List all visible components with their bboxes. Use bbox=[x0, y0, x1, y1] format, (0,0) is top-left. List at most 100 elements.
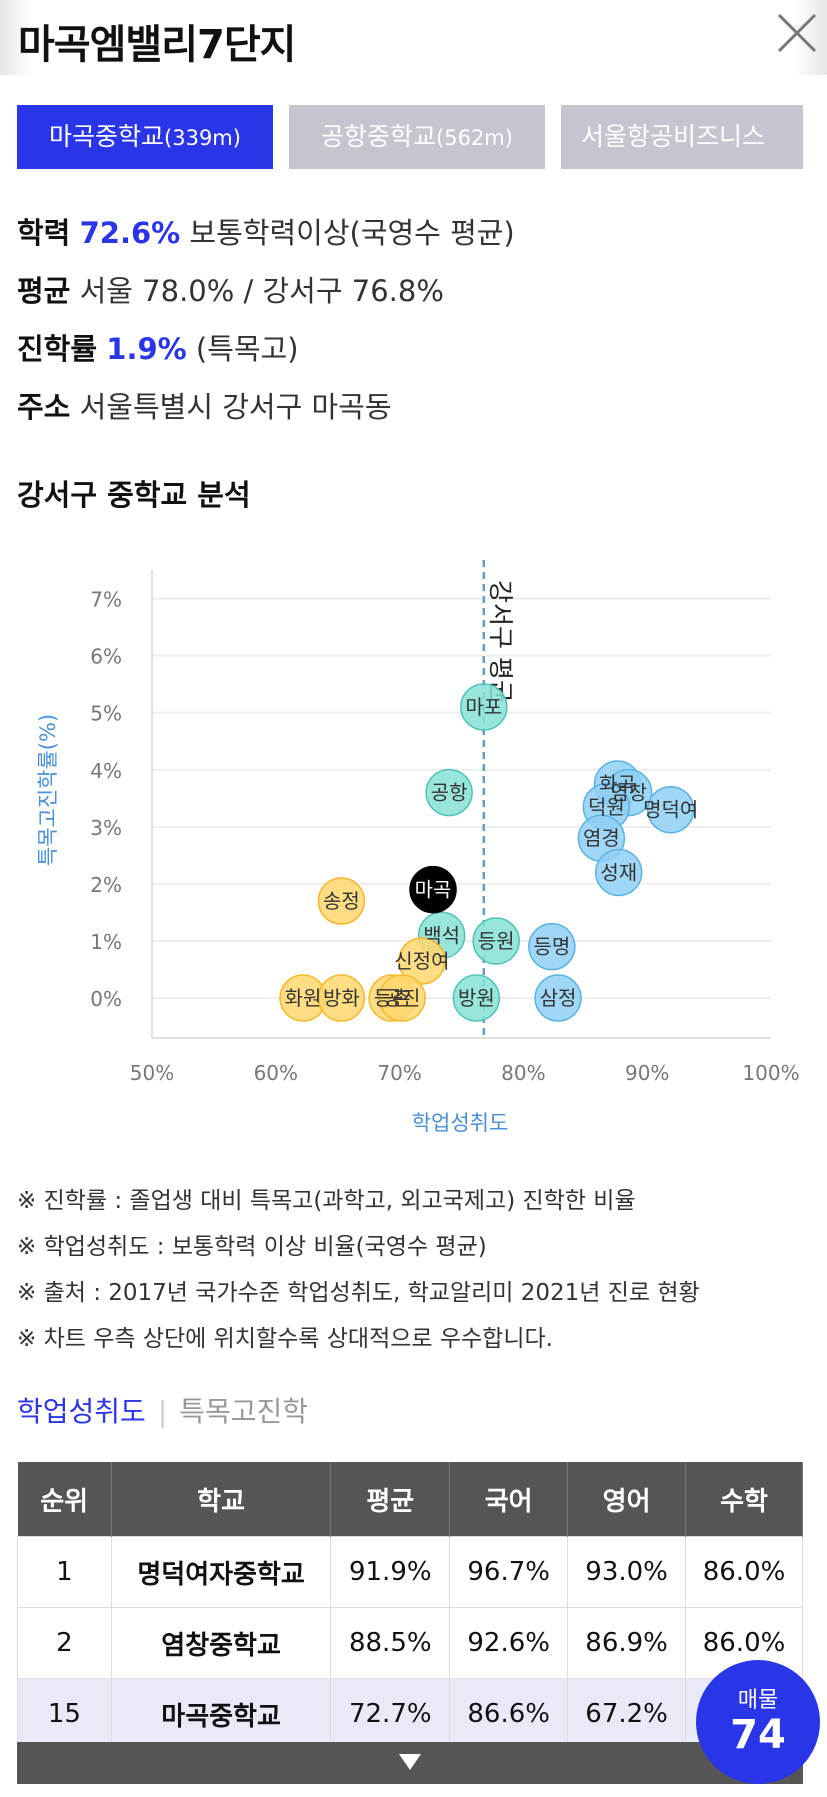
data-point bbox=[378, 974, 426, 1022]
data-point-label: 덕원 bbox=[588, 795, 625, 819]
tab-school-distance: (562m) bbox=[436, 126, 513, 150]
data-point bbox=[317, 974, 366, 1022]
subtabs: 학업성취도 | 특목고진학 bbox=[17, 1390, 308, 1430]
chevron-down-icon bbox=[399, 1754, 421, 1770]
expand-table-button[interactable] bbox=[17, 1742, 803, 1784]
data-point bbox=[534, 974, 582, 1022]
cell-avg: 88.5% bbox=[330, 1607, 451, 1679]
data-point-label: 화원 bbox=[285, 986, 322, 1010]
data-point-label: 마곡 bbox=[415, 878, 452, 902]
note-line: ※ 학업성취도 : 보통학력 이상 비율(국영수 평균) bbox=[17, 1234, 487, 1260]
cell-school: 염창중학교 bbox=[110, 1607, 332, 1679]
scatter-chart: 0% 1% 2% 3% 4% 5% 6% 7% 50% 60% 70% 80% 90% 100% 학업성취도… bbox=[36, 560, 800, 1135]
tab-school-2[interactable]: 서울항공비즈니스 bbox=[561, 105, 803, 169]
note-line: ※ 차트 우측 상단에 위치할수록 상대적으로 우수합니다. bbox=[17, 1326, 553, 1352]
address-label: 주소 bbox=[17, 390, 71, 424]
data-point bbox=[646, 785, 695, 834]
x-tick-label: 50% bbox=[130, 1061, 174, 1085]
cell-eng: 93.0% bbox=[567, 1536, 687, 1608]
data-point-label: 백석 bbox=[423, 923, 460, 947]
listings-fab-button[interactable]: 매물 74 bbox=[696, 1660, 820, 1784]
x-tick-label: 60% bbox=[254, 1061, 298, 1085]
cell-rank: 1 bbox=[17, 1536, 112, 1608]
header-avg: 평균 bbox=[330, 1462, 451, 1537]
x-tick-label: 90% bbox=[625, 1061, 669, 1085]
subtab-academic[interactable]: 학업성취도 bbox=[17, 1395, 146, 1428]
header-school: 학교 bbox=[111, 1462, 332, 1537]
tab-school-name: 공항중학교 bbox=[321, 122, 437, 151]
fab-label: 매물 bbox=[737, 1688, 779, 1713]
header-kor: 국어 bbox=[449, 1462, 569, 1537]
x-tick-label: 100% bbox=[742, 1061, 799, 1085]
cell-avg: 72.7% bbox=[330, 1678, 451, 1750]
average-info: 평균 서울 78.0% / 강서구 76.8% bbox=[17, 268, 444, 310]
data-point-label: 공진 bbox=[384, 986, 421, 1010]
academic-desc: 보통학력이상(국영수 평균) bbox=[189, 216, 515, 250]
data-point bbox=[425, 768, 473, 817]
tab-school-name: 서울항공비즈니스 bbox=[581, 122, 766, 151]
data-point bbox=[409, 865, 457, 914]
cell-school: 명덕여자중학교 bbox=[110, 1536, 332, 1608]
data-point bbox=[317, 877, 366, 925]
data-point-label: 방화 bbox=[323, 986, 360, 1010]
cell-avg: 91.9% bbox=[330, 1536, 451, 1608]
academic-value: 72.6% bbox=[79, 216, 181, 250]
advance-label: 진학률 bbox=[17, 332, 98, 366]
y-tick-label: 6% bbox=[90, 645, 122, 669]
data-point-label: 성재 bbox=[600, 860, 637, 884]
advance-desc: (특목고) bbox=[195, 332, 299, 366]
tab-school-0[interactable]: 마곡중학교(339m) bbox=[17, 105, 273, 169]
academic-info: 학력 72.6% 보통학력이상(국영수 평균) bbox=[17, 210, 515, 252]
average-value: 서울 78.0% / 강서구 76.8% bbox=[79, 274, 444, 308]
data-point-label: 화곡 bbox=[599, 772, 636, 796]
y-tick-label: 1% bbox=[90, 930, 122, 954]
tab-school-distance: (339m) bbox=[164, 126, 241, 150]
advance-value: 1.9% bbox=[106, 332, 187, 366]
data-point-label: 등원 bbox=[478, 929, 515, 953]
x-axis-title: 학업성취도 bbox=[412, 1111, 509, 1135]
table-header: 순위 학교 평균 국어 영어 수학 bbox=[17, 1462, 803, 1537]
page-title: 마곡엠밸리7단지 bbox=[18, 22, 296, 68]
close-icon[interactable] bbox=[776, 12, 818, 54]
y-axis-title: 특목고진학률(%) bbox=[36, 714, 60, 866]
table-row[interactable]: 2 염창중학교 88.5% 92.6% 86.9% 86.0% bbox=[17, 1607, 803, 1679]
data-point-label: 공항 bbox=[431, 781, 468, 805]
data-point-label: 명덕여 bbox=[643, 798, 698, 822]
data-point-label: 염창 bbox=[610, 781, 647, 805]
data-point-label: 삼정 bbox=[540, 986, 577, 1010]
advance-info: 진학률 1.9% (특목고) bbox=[17, 326, 299, 368]
subtab-special[interactable]: 특목고진학 bbox=[179, 1395, 309, 1428]
section-title: 강서구 중학교 분석 bbox=[17, 478, 251, 512]
cell-eng: 67.2% bbox=[567, 1678, 687, 1750]
y-tick-label: 4% bbox=[90, 759, 122, 783]
cell-school: 마곡중학교 bbox=[110, 1678, 332, 1750]
header-rank: 순위 bbox=[17, 1462, 112, 1537]
table-row-current[interactable]: 15 마곡중학교 72.7% 86.6% 67.2% bbox=[17, 1678, 803, 1750]
ranking-table: 순위 학교 평균 국어 영어 수학 1 명덕여자중학교 91.9% 96.7% … bbox=[17, 1462, 803, 1750]
data-point bbox=[452, 974, 501, 1022]
y-tick-label: 0% bbox=[90, 987, 122, 1011]
header-bar: 마곡엠밸리7단지 bbox=[0, 0, 827, 75]
y-tick-label: 5% bbox=[90, 702, 122, 726]
tab-school-1[interactable]: 공항중학교(562m) bbox=[289, 105, 545, 169]
address-value: 서울특별시 강서구 마곡동 bbox=[79, 390, 392, 424]
cell-rank: 15 bbox=[17, 1678, 112, 1750]
data-point bbox=[472, 917, 520, 965]
reference-line-label: 강서구 평균 bbox=[486, 580, 515, 703]
data-point bbox=[460, 683, 508, 731]
data-point-label: 염경 bbox=[583, 826, 620, 850]
data-point bbox=[594, 848, 643, 897]
data-point-label: 방원 bbox=[458, 986, 495, 1010]
table-row[interactable]: 1 명덕여자중학교 91.9% 96.7% 93.0% 86.0% bbox=[17, 1536, 803, 1608]
y-tick-label: 2% bbox=[90, 873, 122, 897]
average-label: 평균 bbox=[17, 274, 71, 308]
data-point bbox=[528, 922, 576, 971]
data-point-label: 송정 bbox=[323, 889, 360, 913]
cell-kor: 86.6% bbox=[449, 1678, 569, 1750]
header-eng: 영어 bbox=[567, 1462, 687, 1537]
cell-kor: 96.7% bbox=[449, 1536, 569, 1608]
cell-math: 86.0% bbox=[685, 1536, 803, 1608]
data-point-label: 마포 bbox=[465, 695, 502, 719]
y-tick-label: 3% bbox=[90, 816, 122, 840]
x-tick-label: 80% bbox=[501, 1061, 545, 1085]
